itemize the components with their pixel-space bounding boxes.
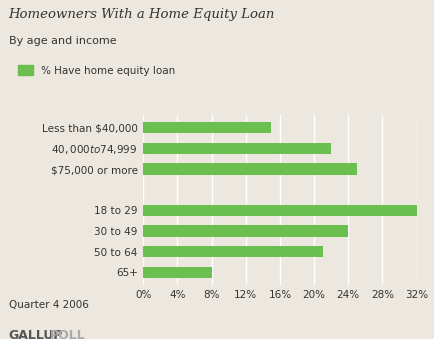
Legend: % Have home equity loan: % Have home equity loan bbox=[14, 61, 179, 80]
Bar bbox=[143, 246, 322, 257]
Bar bbox=[143, 225, 348, 237]
Text: POLL: POLL bbox=[50, 329, 85, 339]
Text: By age and income: By age and income bbox=[9, 36, 116, 45]
Bar bbox=[143, 122, 271, 133]
Bar bbox=[143, 267, 212, 278]
Bar bbox=[143, 143, 331, 154]
Text: Quarter 4 2006: Quarter 4 2006 bbox=[9, 300, 89, 310]
Bar bbox=[143, 163, 357, 175]
Text: Homeowners With a Home Equity Loan: Homeowners With a Home Equity Loan bbox=[9, 8, 275, 21]
Text: GALLUP: GALLUP bbox=[9, 329, 63, 339]
Bar bbox=[143, 205, 417, 216]
